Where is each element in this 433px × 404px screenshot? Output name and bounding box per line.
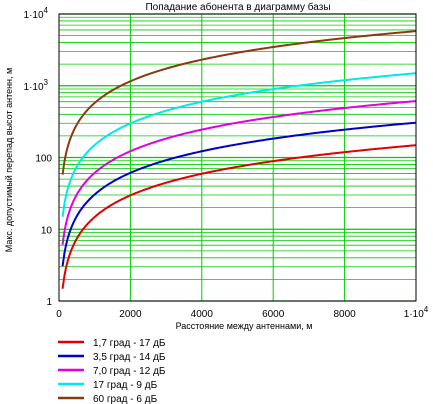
y-tick-label: 1·104 bbox=[24, 6, 49, 21]
legend-label: 1,7 град - 17 дБ bbox=[93, 338, 166, 349]
legend-label: 17 град - 9 дБ bbox=[93, 380, 158, 391]
x-tick-label: 2000 bbox=[119, 309, 142, 320]
series-line bbox=[61, 30, 417, 175]
legend-label: 3,5 град - 14 дБ bbox=[93, 352, 166, 363]
plot-frame bbox=[58, 13, 417, 302]
x-axis-label: Расстояние между антеннами, м bbox=[176, 321, 313, 331]
series-line bbox=[61, 72, 417, 217]
series-line bbox=[61, 121, 417, 267]
series-line bbox=[61, 100, 417, 245]
series-line bbox=[61, 144, 417, 289]
x-tick-label: 8000 bbox=[333, 309, 356, 320]
legend-label: 7,0 град - 12 дБ bbox=[93, 366, 166, 377]
legend: 1,7 град - 17 дБ 3,5 град - 14 дБ 7,0 град… bbox=[58, 338, 166, 404]
x-tick-label: 4000 bbox=[191, 309, 214, 320]
plot-area: 0 2000 4000 6000 8000 1·104 1 10 100 1·103 1·104 bbox=[24, 6, 429, 320]
y-tick-label: 10 bbox=[41, 225, 53, 236]
x-tick-label: 1·104 bbox=[404, 305, 429, 320]
chart-title: Попадание абонента в диаграмму базы bbox=[145, 1, 330, 13]
y-tick-label: 100 bbox=[35, 154, 52, 165]
y-tick-label: 1·103 bbox=[24, 78, 49, 93]
y-tick-label: 1 bbox=[46, 297, 52, 308]
x-tick-label: 6000 bbox=[262, 309, 285, 320]
y-axis-label: Макс. допустимый перепад высот антенн, м bbox=[4, 68, 14, 252]
x-tick-label: 0 bbox=[56, 309, 62, 320]
legend-label: 60 град - 6 дБ bbox=[93, 394, 158, 404]
